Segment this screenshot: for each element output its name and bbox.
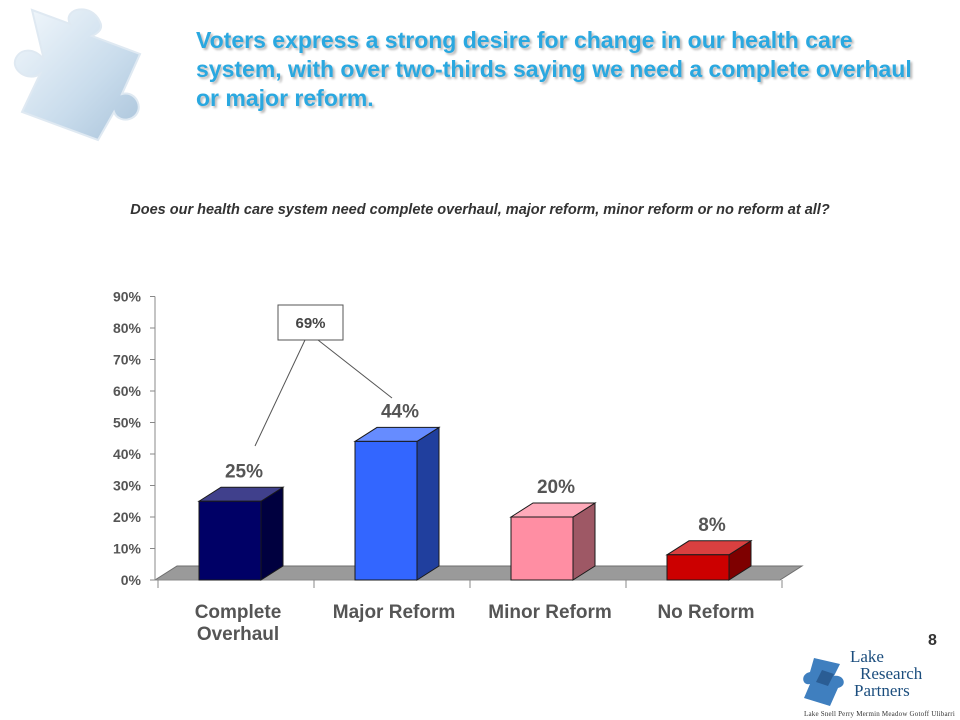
bar-value-label: 8% — [698, 515, 726, 536]
y-tick-label: 70% — [113, 352, 142, 368]
puzzle-piece-icon — [13, 8, 142, 142]
y-tick-label: 40% — [113, 446, 142, 462]
page-number: 8 — [928, 632, 937, 649]
logo-wordmark: Lake Research Partners — [850, 648, 922, 699]
lake-research-partners-logo: Lake Research Partners Lake Snell Perry … — [800, 648, 960, 718]
bar — [198, 500, 262, 581]
annotation-box — [277, 304, 344, 341]
y-tick-label: 30% — [113, 478, 142, 494]
annotation-label: 69% — [295, 315, 325, 332]
logo-line-2: Research — [860, 664, 923, 683]
bar — [510, 516, 574, 581]
bar — [354, 440, 418, 581]
bar-side — [416, 426, 440, 581]
x-category-label: No Reform — [657, 602, 754, 623]
bar-value-label: 20% — [537, 477, 575, 498]
y-tick-label: 10% — [113, 541, 142, 557]
logo-line-3: Partners — [854, 681, 910, 700]
logo-line-1: Lake — [850, 647, 884, 666]
bar-value-label: 25% — [225, 461, 263, 482]
annotation-connector — [254, 339, 306, 447]
logo-partner-names: Lake Snell Perry Mermin Meadow Gotoff Ul… — [804, 710, 955, 718]
bar-side — [260, 486, 284, 581]
y-tick-label: 0% — [121, 572, 142, 588]
survey-question: Does our health care system need complet… — [130, 202, 830, 218]
bar — [666, 554, 730, 581]
bar-value-label: 44% — [381, 401, 419, 422]
headline: Voters express a strong desire for chang… — [196, 27, 912, 111]
logo-mark-icon — [803, 658, 844, 706]
y-tick-label: 60% — [113, 383, 142, 399]
y-tick-label: 90% — [113, 289, 142, 305]
y-tick-label: 80% — [113, 320, 142, 336]
y-tick-label: 50% — [113, 415, 142, 431]
x-category-label: Overhaul — [197, 624, 279, 645]
x-category-label: Complete — [195, 602, 282, 623]
x-category-label: Minor Reform — [488, 602, 612, 623]
annotation-connector — [317, 339, 393, 399]
x-category-label: Major Reform — [333, 602, 455, 623]
y-tick-label: 20% — [113, 509, 142, 525]
